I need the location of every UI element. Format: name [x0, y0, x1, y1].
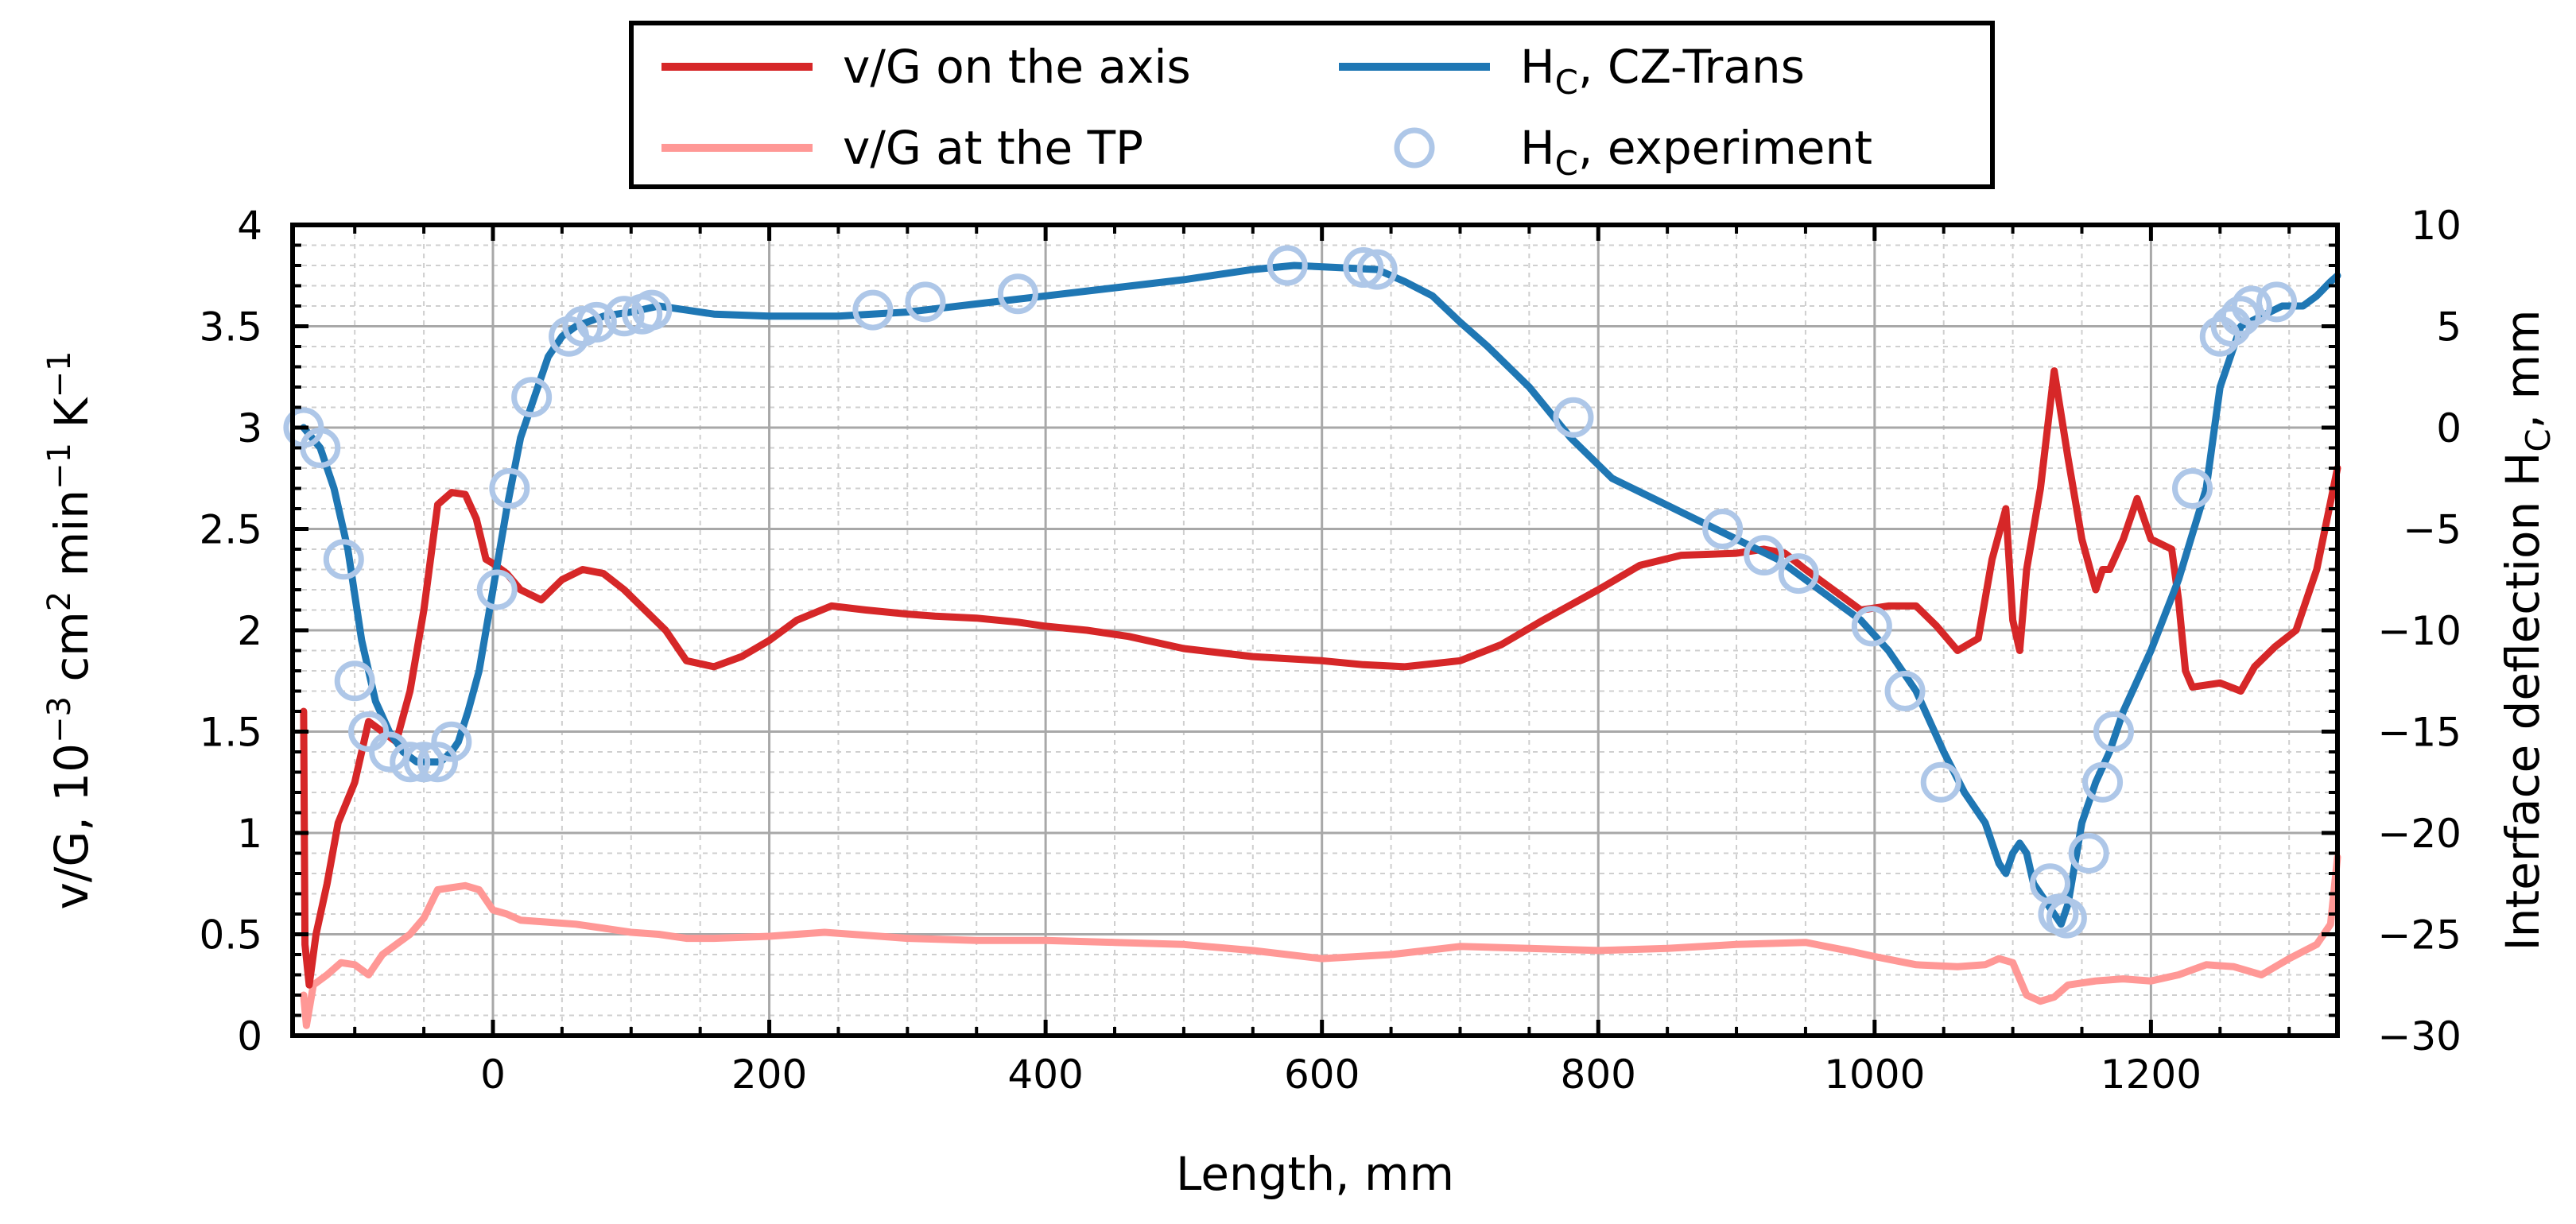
experiment-point	[2256, 281, 2298, 323]
y-right-tick-label: −25	[2377, 912, 2462, 959]
x-axis-label: Length, mm	[1176, 1147, 1454, 1201]
x-tick-label: 400	[1007, 1052, 1083, 1098]
experiment-point	[2231, 285, 2272, 327]
x-tick-label: 600	[1284, 1052, 1360, 1098]
experiment-point	[403, 742, 444, 783]
x-tick-label: 1000	[1824, 1052, 1925, 1098]
y-right-tick-label: 10	[2411, 203, 2462, 249]
experiment-point	[997, 273, 1038, 315]
experiment-point	[489, 468, 530, 509]
series-layer	[283, 245, 2341, 1029]
x-tick-label: 0	[480, 1052, 506, 1098]
y-left-tick-label: 0.5	[199, 912, 262, 959]
y-right-tick-label: −10	[2377, 608, 2462, 654]
tick-labels: 0 200 400 600 800 1000 1200 0 0.5 1 1.5 2 2.5 3 3.5 4 −3…	[199, 203, 2462, 1098]
legend-box	[629, 21, 1995, 189]
legend-label-vg-tp: v/G at the TP	[843, 121, 1143, 175]
y-left-tick-label: 2.5	[199, 507, 262, 553]
y-axis-right-label: Interface deflection HC, mm	[2496, 309, 2558, 951]
y-right-tick-label: −15	[2377, 710, 2462, 756]
experiment-point	[300, 428, 341, 468]
y-left-tick-label: 3	[237, 405, 262, 451]
experiment-point	[348, 711, 390, 752]
experiment-point	[1884, 671, 1926, 711]
x-tick-label: 200	[731, 1052, 807, 1098]
y-left-tick-label: 1.5	[199, 710, 262, 756]
experiment-point	[2082, 761, 2124, 803]
experiment-point	[1702, 509, 1744, 549]
experiment-point	[603, 296, 645, 337]
legend: v/G on the axis v/G at the TP HC, CZ-Tra…	[629, 21, 1995, 189]
y-left-tick-label: 0	[237, 1013, 262, 1059]
experiment-point	[1356, 249, 1398, 290]
experiment-point	[323, 539, 364, 580]
y-left-tick-label: 1	[237, 811, 262, 857]
experiment-point	[1267, 245, 1308, 286]
y-right-tick-label: 5	[2436, 304, 2462, 351]
experiment-point	[417, 742, 458, 783]
y-right-tick-label: −20	[2377, 811, 2462, 857]
experiment-point	[1851, 606, 1892, 647]
experiment-point	[2210, 306, 2252, 347]
ticks	[293, 223, 2337, 1038]
grid	[293, 223, 2337, 1037]
y-left-tick-label: 4	[237, 203, 262, 249]
experiment-point	[852, 289, 894, 331]
experiment-point	[1920, 761, 1961, 803]
experiment-point	[476, 569, 518, 610]
y-right-tick-label: −5	[2403, 507, 2462, 553]
experiment-point	[2220, 296, 2261, 337]
y-left-tick-label: 3.5	[199, 304, 262, 351]
legend-label-vg-axis: v/G on the axis	[843, 40, 1191, 94]
x-tick-label: 800	[1561, 1052, 1636, 1098]
experiment-point	[431, 721, 472, 762]
experiment-point	[2199, 316, 2240, 357]
y-right-tick-label: 0	[2436, 405, 2462, 451]
experiment-point	[511, 377, 553, 418]
experiment-point	[1553, 397, 1594, 438]
experiment-point	[1778, 553, 1819, 595]
legend-swatch-hc-experiment	[1394, 127, 1435, 168]
experiment-point	[905, 281, 946, 323]
series-line-0	[300, 367, 2341, 989]
experiment-point	[2172, 468, 2213, 509]
experiment-point	[334, 660, 375, 702]
experiment-point	[1744, 535, 1785, 576]
legend-label-hc-experiment: HC, experiment	[1520, 121, 1872, 183]
experiment-point	[2068, 833, 2109, 873]
y-right-tick-label: −30	[2377, 1013, 2462, 1059]
y-left-tick-label: 2	[237, 608, 262, 654]
series-line-1	[300, 854, 2341, 1029]
experiment-point	[2093, 711, 2134, 752]
y-axis-left-label: v/G, 10−3 cm2 min−1 K−1	[41, 351, 99, 910]
x-tick-label: 1200	[2101, 1052, 2202, 1098]
experiment-point	[576, 301, 617, 343]
experiment-point	[1343, 247, 1384, 289]
experiment-point	[390, 742, 431, 783]
experiment-point	[2046, 897, 2087, 939]
series-line-2	[300, 261, 2341, 928]
experiment-point	[631, 289, 673, 331]
